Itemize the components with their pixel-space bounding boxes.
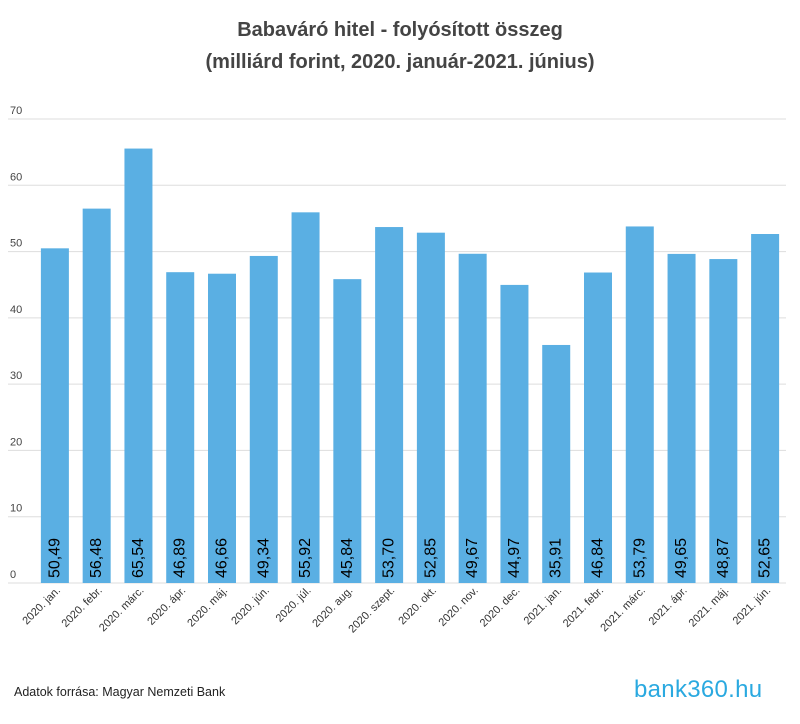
bar bbox=[208, 273, 236, 583]
chart-title: Babaváró hitel - folyósított összeg (mil… bbox=[0, 14, 800, 78]
bar-value-label: 49,65 bbox=[673, 538, 690, 578]
bar bbox=[291, 212, 320, 583]
bar-value-label: 53,70 bbox=[381, 538, 398, 578]
x-tick-label: 2020. márc. bbox=[97, 585, 147, 635]
y-tick-label: 40 bbox=[10, 304, 22, 316]
bar bbox=[458, 253, 487, 583]
bar-value-label: 46,66 bbox=[214, 538, 231, 578]
bar bbox=[82, 208, 111, 583]
y-tick-label: 10 bbox=[10, 503, 22, 515]
source-note: Adatok forrása: Magyar Nemzeti Bank bbox=[14, 685, 226, 699]
x-tick-label: 2020. júl. bbox=[274, 585, 314, 625]
bar bbox=[500, 284, 529, 583]
bar bbox=[166, 272, 195, 583]
bar bbox=[124, 148, 153, 584]
bar-value-label: 35,91 bbox=[548, 538, 565, 578]
bar bbox=[667, 253, 696, 584]
chart-title-line-1: Babaváró hitel - folyósított összeg bbox=[237, 19, 563, 41]
x-tick-label: 2020. febr. bbox=[60, 585, 105, 630]
y-tick-label: 70 bbox=[10, 105, 22, 117]
bar-value-label: 53,79 bbox=[631, 538, 648, 578]
bar bbox=[584, 272, 612, 583]
x-tick-label: 2021. febr. bbox=[561, 585, 606, 630]
x-tick-label: 2021. márc. bbox=[598, 585, 648, 635]
bar bbox=[542, 344, 571, 583]
bar-value-label: 52,65 bbox=[757, 538, 774, 578]
x-tick-label: 2020. nov. bbox=[437, 585, 481, 629]
x-tick-label: 2021. ápr. bbox=[647, 585, 690, 628]
bar bbox=[40, 248, 69, 583]
bar bbox=[751, 234, 780, 583]
x-tick-label: 2021. jan. bbox=[522, 585, 565, 628]
bar-value-label: 55,92 bbox=[297, 538, 314, 578]
y-tick-label: 50 bbox=[10, 238, 22, 250]
bar bbox=[709, 259, 738, 583]
chart-title-line-2: (milliárd forint, 2020. január-2021. jún… bbox=[205, 51, 595, 73]
x-tick-label: 2020. aug. bbox=[310, 585, 355, 630]
bar-value-label: 56,48 bbox=[88, 538, 105, 578]
bar-value-label: 49,34 bbox=[255, 538, 272, 578]
bar bbox=[375, 227, 404, 583]
x-tick-label: 2020. máj. bbox=[185, 585, 230, 630]
bar-value-label: 65,54 bbox=[130, 538, 147, 578]
x-tick-label: 2020. dec. bbox=[478, 585, 523, 630]
x-tick-label: 2020. okt. bbox=[396, 585, 439, 628]
bar-value-label: 50,49 bbox=[46, 538, 63, 578]
x-tick-label: 2020. jan. bbox=[20, 585, 63, 628]
x-tick-label: 2021. jún. bbox=[731, 585, 774, 628]
bar-value-label: 46,84 bbox=[590, 538, 607, 578]
bar-value-label: 48,87 bbox=[715, 538, 732, 578]
bar-value-label: 45,84 bbox=[339, 538, 356, 578]
bar bbox=[333, 279, 362, 583]
bar bbox=[249, 255, 278, 583]
bar bbox=[625, 226, 654, 583]
y-tick-label: 60 bbox=[10, 171, 22, 183]
bar-value-label: 44,97 bbox=[506, 538, 523, 578]
bar-value-label: 46,89 bbox=[172, 538, 189, 578]
x-tick-label: 2021. máj. bbox=[687, 585, 732, 630]
y-tick-label: 0 bbox=[10, 569, 16, 581]
y-tick-label: 30 bbox=[10, 370, 22, 382]
bar-value-label: 49,67 bbox=[464, 538, 481, 578]
bar bbox=[416, 232, 445, 583]
x-tick-label: 2020. ápr. bbox=[145, 585, 188, 628]
bank360-logo: bank360.hu bbox=[634, 676, 763, 703]
y-tick-label: 20 bbox=[10, 436, 22, 448]
x-tick-label: 2020. jún. bbox=[229, 585, 272, 628]
bar-value-label: 52,85 bbox=[422, 538, 439, 578]
